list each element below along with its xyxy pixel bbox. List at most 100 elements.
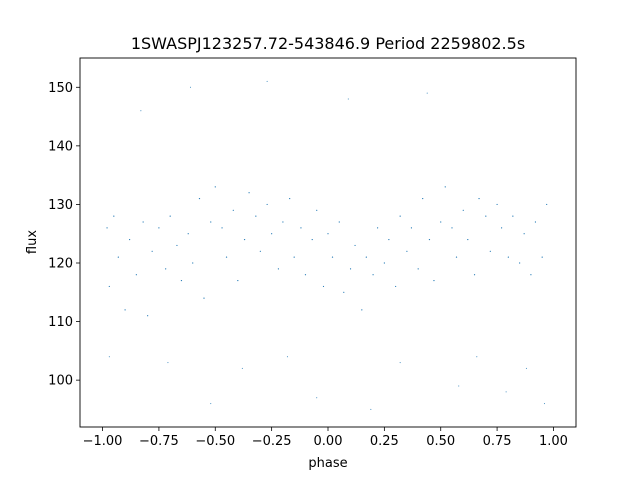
x-tick-label: 0.25 (370, 434, 399, 449)
data-point (507, 256, 509, 258)
data-point (289, 197, 291, 200)
x-tick-label: −1.00 (83, 434, 123, 449)
data-point (266, 203, 268, 206)
data-point (372, 274, 374, 276)
data-point (203, 297, 205, 299)
data-point (282, 221, 284, 223)
data-point (451, 227, 453, 229)
data-point (410, 227, 413, 229)
data-point (248, 192, 250, 194)
data-point (106, 227, 108, 229)
data-point (221, 227, 223, 229)
data-point (365, 256, 367, 258)
data-point (124, 309, 126, 311)
data-point (316, 209, 318, 211)
data-point (473, 274, 476, 276)
data-point (501, 227, 503, 229)
x-tick-label: 0.50 (426, 434, 455, 449)
data-point (158, 227, 160, 229)
data-point (232, 209, 234, 211)
data-point (546, 203, 548, 206)
data-point (530, 274, 532, 276)
y-tick-label: 130 (48, 198, 73, 213)
outlier-point (286, 356, 288, 358)
outlier-point (140, 110, 142, 112)
outlier-point (266, 80, 268, 82)
y-tick-label: 120 (48, 257, 73, 272)
x-axis: −1.00 −0.75 −0.50 −0.25 0.00 0.25 0.50 0.75 1.00 (83, 427, 568, 449)
data-point (151, 250, 153, 252)
data-point (176, 244, 178, 247)
data-point (444, 186, 446, 188)
y-axis: 100 110 120 130 140 150 (48, 81, 80, 389)
outlier-point (241, 367, 243, 369)
y-tick-label: 100 (48, 374, 73, 389)
data-point (210, 221, 212, 223)
outlier-point (505, 391, 507, 393)
data-point (108, 285, 110, 288)
data-point (198, 197, 201, 200)
data-point (113, 215, 115, 217)
outlier-point (210, 403, 212, 405)
data-point (311, 238, 313, 241)
data-point (237, 279, 239, 282)
data-point (406, 250, 408, 252)
data-point (428, 238, 431, 241)
outlier-point (370, 408, 372, 410)
data-point (489, 250, 491, 252)
data-point (117, 256, 119, 258)
data-point (519, 262, 521, 264)
outlier-point (399, 362, 401, 364)
data-point (327, 233, 329, 235)
data-point (169, 215, 171, 217)
data-point (383, 262, 385, 264)
data-point (361, 309, 363, 311)
data-point (214, 186, 216, 188)
x-tick-label: 1.00 (539, 434, 568, 449)
outlier-point (476, 356, 478, 358)
data-point (300, 227, 302, 229)
data-point (187, 233, 189, 235)
outlier-point (458, 385, 460, 387)
data-point (142, 221, 144, 223)
data-point (462, 209, 464, 211)
data-point (485, 215, 487, 217)
data-point (349, 268, 352, 270)
data-point (225, 256, 228, 258)
outlier-point (167, 362, 169, 364)
data-point (243, 238, 246, 241)
data-point (534, 221, 537, 223)
chart-title: 1SWASPJ123257.72-543846.9 Period 2259802… (131, 34, 525, 53)
data-point (467, 238, 469, 241)
data-point (523, 233, 525, 235)
data-point (331, 256, 334, 258)
data-point (354, 244, 356, 247)
x-tick-label: 0.75 (483, 434, 512, 449)
x-axis-label: phase (308, 456, 347, 471)
data-point (512, 215, 514, 217)
data-point (440, 221, 442, 223)
data-point (271, 233, 273, 235)
x-tick-label: −0.75 (139, 434, 179, 449)
data-point (277, 268, 279, 270)
outlier-point (347, 98, 349, 100)
data-point (388, 238, 390, 241)
data-point (165, 268, 167, 270)
y-tick-label: 150 (48, 81, 73, 96)
data-point (343, 291, 345, 293)
data-point (541, 256, 543, 258)
data-point (293, 256, 295, 258)
x-tick-label: 0.00 (314, 434, 343, 449)
data-point (129, 238, 131, 241)
data-point (478, 197, 480, 200)
data-point (455, 256, 458, 258)
outlier-point (426, 92, 428, 94)
data-point (255, 215, 257, 217)
y-axis-label: flux (25, 230, 40, 254)
outlier-point (189, 86, 191, 88)
data-point (395, 285, 397, 288)
points-layer (106, 80, 548, 410)
data-point (304, 274, 307, 276)
